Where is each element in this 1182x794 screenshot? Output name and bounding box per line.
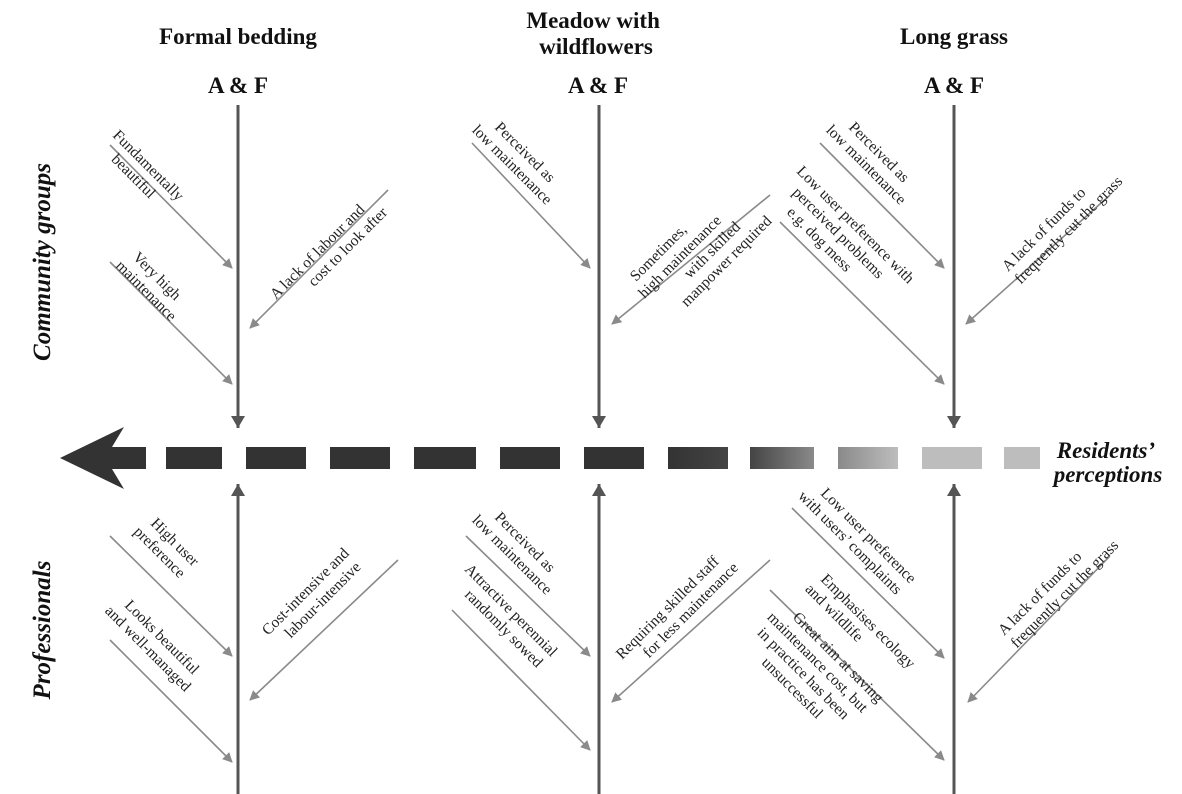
cause-cost-and-labour-intensive: Cost-intensive and labour-intensive bbox=[249, 542, 399, 701]
axis-dash-7 bbox=[668, 447, 728, 469]
row-label-community-groups: Community groups bbox=[29, 163, 56, 361]
column-title-meadow: Meadow with wildflowers bbox=[526, 8, 665, 59]
cause-sometimes-high-maintenance: Sometimes, high maintenance with skilled… bbox=[611, 174, 776, 327]
axis-dash-3 bbox=[330, 447, 390, 469]
svg-text:Perceived as low mainten: Perceived as low maintenance bbox=[469, 109, 568, 208]
column-title-formal-bedding: Formal bedding bbox=[159, 24, 317, 49]
svg-text:Requiring skilled staff: Requiring skilled staff for less mainten… bbox=[613, 547, 742, 676]
row-label-professionals: Professionals bbox=[29, 561, 56, 701]
svg-text:Very high maintenance: Very high maintenance bbox=[112, 245, 192, 325]
axis-dash-2 bbox=[246, 447, 306, 469]
cause-lack-of-funds-to-cut-grass: A lack of funds to frequently cut the gr… bbox=[965, 160, 1126, 325]
axis-dash-8 bbox=[750, 447, 814, 469]
residents-perceptions-axis bbox=[60, 427, 1040, 489]
axis-dash-10 bbox=[922, 447, 982, 469]
axis-label-residents-perceptions: Residents’ perceptions bbox=[1052, 438, 1163, 487]
af-label-long-grass: A & F bbox=[924, 73, 984, 98]
cause-requiring-skilled-staff: Requiring skilled staff for less mainten… bbox=[611, 547, 771, 703]
svg-text:Sometimes, high maintena: Sometimes, high maintenance with skilled… bbox=[623, 174, 776, 327]
cause-very-high-maintenance: Very high maintenance bbox=[109, 245, 233, 385]
spines bbox=[231, 105, 961, 794]
axis-dash-4 bbox=[414, 447, 476, 469]
axis-dash-9 bbox=[838, 447, 898, 469]
axis-dash-1 bbox=[166, 447, 222, 469]
cause-looks-beautiful-well-managed: Looks beautiful and well-managed bbox=[101, 590, 233, 763]
svg-text:A lack of funds to frequ: A lack of funds to frequently cut the gr… bbox=[999, 160, 1126, 287]
axis-dash-11 bbox=[1004, 447, 1040, 469]
svg-text:Fundamentally beautiful: Fundamentally beautiful bbox=[96, 127, 189, 220]
axis-arrowhead bbox=[60, 427, 146, 489]
svg-text:Cost-intensive and labou: Cost-intensive and labour-intensive bbox=[259, 542, 368, 651]
svg-text:Looks beautiful and well: Looks beautiful and well-managed bbox=[101, 590, 207, 696]
cause-attractive-perennial: Attractive perennial randomly sowed bbox=[451, 561, 591, 751]
af-label-meadow: A & F bbox=[568, 73, 628, 98]
svg-text:A lack of funds to frequ: A lack of funds to frequently cut the gr… bbox=[995, 524, 1122, 651]
cause-low-user-preference-dog-mess: Low user preference with perceived probl… bbox=[779, 163, 945, 385]
axis-dash-5 bbox=[500, 447, 560, 469]
af-label-formal: A & F bbox=[208, 73, 268, 98]
cause-lack-of-labour-and-cost: A lack of labour and cost to look after bbox=[249, 189, 392, 329]
axis-dash-6 bbox=[584, 447, 644, 469]
svg-text:High user preference: High user preference bbox=[130, 511, 205, 586]
cause-prof-lack-of-funds-to-cut-grass: A lack of funds to frequently cut the gr… bbox=[967, 524, 1122, 703]
column-title-long-grass: Long grass bbox=[900, 24, 1008, 49]
cause-meadow-perceived-low-maintenance: Perceived as low maintenance bbox=[469, 109, 591, 269]
svg-text:A lack of labour and cos: A lack of labour and cost to look after bbox=[267, 191, 392, 316]
svg-text:Perceived as low mainten: Perceived as low maintenance bbox=[823, 109, 922, 208]
cause-fundamentally-beautiful: Fundamentally beautiful bbox=[96, 127, 233, 269]
